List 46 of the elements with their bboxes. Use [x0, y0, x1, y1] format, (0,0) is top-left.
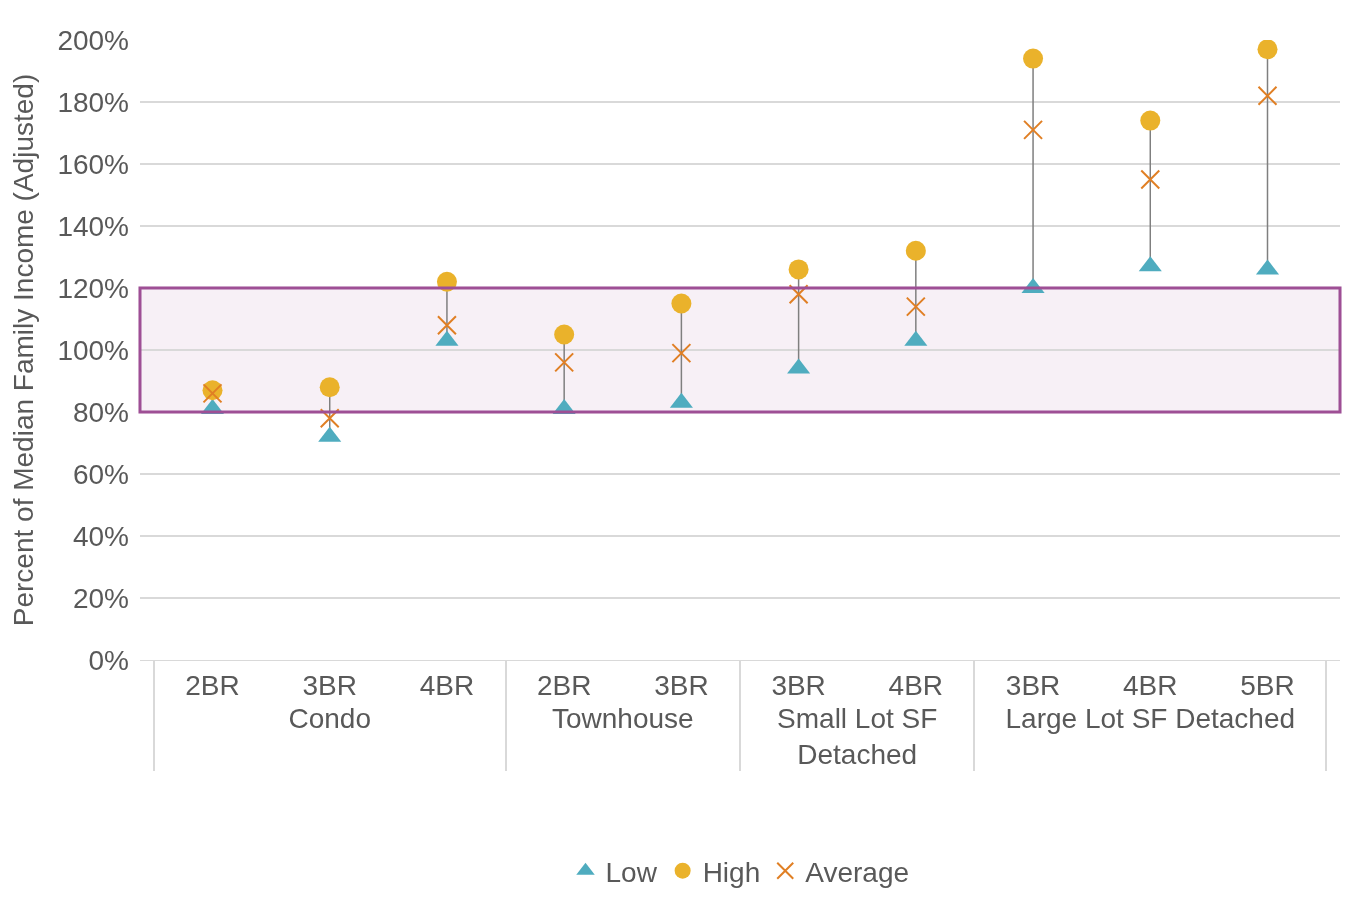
point — [1257, 40, 1278, 60]
x-tick-label: 2BR — [536, 669, 592, 701]
point — [1023, 48, 1044, 69]
y-tick-label: 140% — [57, 210, 129, 242]
x-tick-label: 2BR — [185, 669, 240, 701]
legend-label: Low — [605, 856, 658, 888]
y-tick-label: 200% — [57, 24, 129, 56]
point — [554, 352, 575, 373]
x-tick-label: 4BR — [419, 669, 475, 701]
y-axis-title: Percent of Median Family Income (Adjusted) — [8, 73, 40, 627]
x-tick-label: 5BR — [1240, 669, 1295, 701]
point — [671, 293, 692, 314]
text: Condo — [288, 702, 371, 734]
y-tick-label: 100% — [57, 334, 129, 366]
text: Large Lot SF Detached — [1005, 702, 1296, 734]
x-tick-label: 3BR — [771, 669, 826, 701]
x-tick-label: 3BR — [1005, 669, 1061, 701]
x-tick-label: 3BR — [654, 669, 709, 701]
y-tick-label: 60% — [72, 458, 129, 490]
y-tick-label: 40% — [72, 520, 129, 552]
y-tick-label: 160% — [57, 148, 129, 180]
x-tick-label: 4BR — [888, 669, 944, 701]
point — [436, 315, 457, 336]
point — [1140, 110, 1161, 131]
point — [554, 324, 575, 345]
point — [905, 296, 926, 317]
point — [788, 259, 809, 280]
point — [319, 377, 340, 398]
y-tick-label: 0% — [88, 644, 129, 676]
y-tick-label: 120% — [57, 272, 129, 304]
point — [1140, 169, 1161, 190]
y-tick-label: 180% — [57, 86, 129, 118]
x-tick-label: 4BR — [1123, 669, 1178, 701]
legend-label: High — [702, 856, 761, 888]
point — [1023, 119, 1044, 140]
y-tick-label: 80% — [72, 396, 129, 428]
text: Small Lot SF Detached — [777, 702, 938, 770]
text: Townhouse — [551, 702, 694, 734]
y-tick-label: 20% — [72, 582, 129, 614]
point — [671, 343, 692, 364]
point — [319, 408, 340, 429]
point — [788, 284, 809, 305]
x-tick-label: 3BR — [302, 669, 357, 701]
point — [905, 240, 926, 261]
point — [1257, 85, 1278, 106]
legend-label: Average — [805, 856, 910, 888]
